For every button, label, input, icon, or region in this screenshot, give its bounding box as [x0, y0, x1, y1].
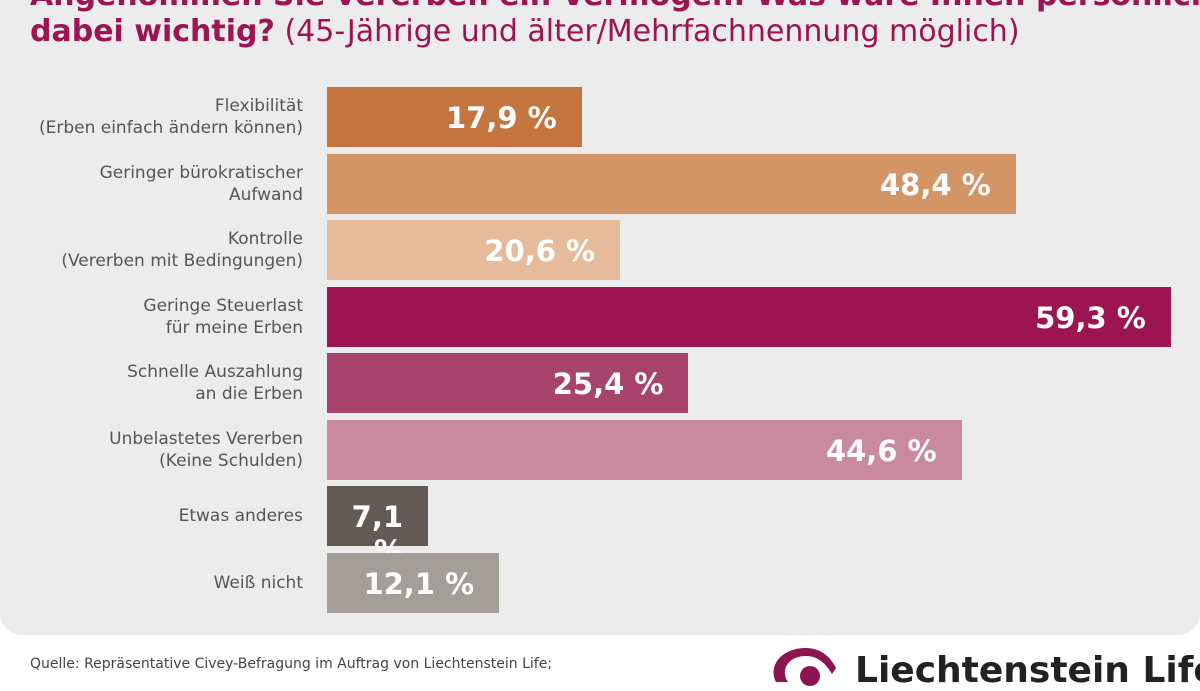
- category-label-line: Flexibilität: [214, 96, 303, 116]
- category-label-line: (Keine Schulden): [159, 450, 303, 471]
- chart-title-line1: Angenommen Sie vererben ein Vermögen: Wa…: [30, 0, 1200, 13]
- source-note: Quelle: Repräsentative Civey-Befragung i…: [30, 656, 553, 672]
- chart-title-line2: dabei wichtig? (45-Jährige und älter/Meh…: [30, 14, 1020, 49]
- chart-subtitle: (45-Jährige und älter/Mehrfachnennung mö…: [284, 14, 1020, 49]
- category-label-line: für meine Erben: [165, 317, 303, 338]
- category-label-line: Aufwand: [229, 184, 303, 205]
- category-label-line: (Erben einfach ändern können): [38, 118, 303, 138]
- category-label-line: Kontrolle: [227, 229, 303, 249]
- bar: [327, 220, 621, 280]
- logo-icon: [773, 648, 836, 686]
- category-label: Flexibilität (Erben einfach ändern können…: [3, 95, 303, 139]
- category-label: Schnelle Auszahlung an die Erben: [3, 361, 303, 405]
- data-label: 44,6 %: [825, 433, 937, 468]
- data-label: 48,4 %: [880, 167, 991, 202]
- bar: [327, 87, 582, 147]
- category-label-line: Etwas anderes: [178, 506, 303, 526]
- bar: [327, 286, 1171, 347]
- data-label: 17,9 %: [445, 101, 557, 135]
- data-label: 20,6 %: [484, 234, 596, 268]
- category-label: Geringe Steuerlast für meine Erben: [3, 295, 303, 339]
- data-label: 25,4 %: [552, 367, 664, 401]
- data-label: 7,1 %: [351, 500, 404, 568]
- category-label-line: Unbelastetes Vererben: [109, 428, 303, 449]
- category-label-line: an die Erben: [195, 384, 303, 404]
- category-label: Kontrolle (Vererben mit Bedingungen): [3, 228, 303, 272]
- category-label-line: Schnelle Auszahlung: [127, 362, 303, 382]
- category-label: Weiß nicht: [3, 572, 303, 594]
- bar: [327, 153, 1016, 214]
- category-label: Unbelastetes Vererben (Keine Schulden): [3, 428, 303, 472]
- bar: [327, 486, 429, 546]
- category-label: Geringer bürokratischer Aufwand: [3, 162, 303, 206]
- bar: [327, 552, 500, 613]
- bar: [327, 353, 689, 413]
- logo-text: Liechtenstein Life: [855, 650, 1200, 691]
- data-label: 12,1 %: [363, 566, 475, 601]
- bar: [327, 419, 962, 480]
- category-label-line: Geringe Steuerlast: [143, 295, 303, 316]
- category-label-line: Weiß nicht: [213, 572, 303, 593]
- category-label-line: Geringer bürokratischer: [99, 162, 303, 183]
- data-label: 59,3 %: [1035, 300, 1146, 335]
- category-label: Etwas anderes: [3, 505, 303, 527]
- category-label-line: (Vererben mit Bedingungen): [61, 251, 303, 271]
